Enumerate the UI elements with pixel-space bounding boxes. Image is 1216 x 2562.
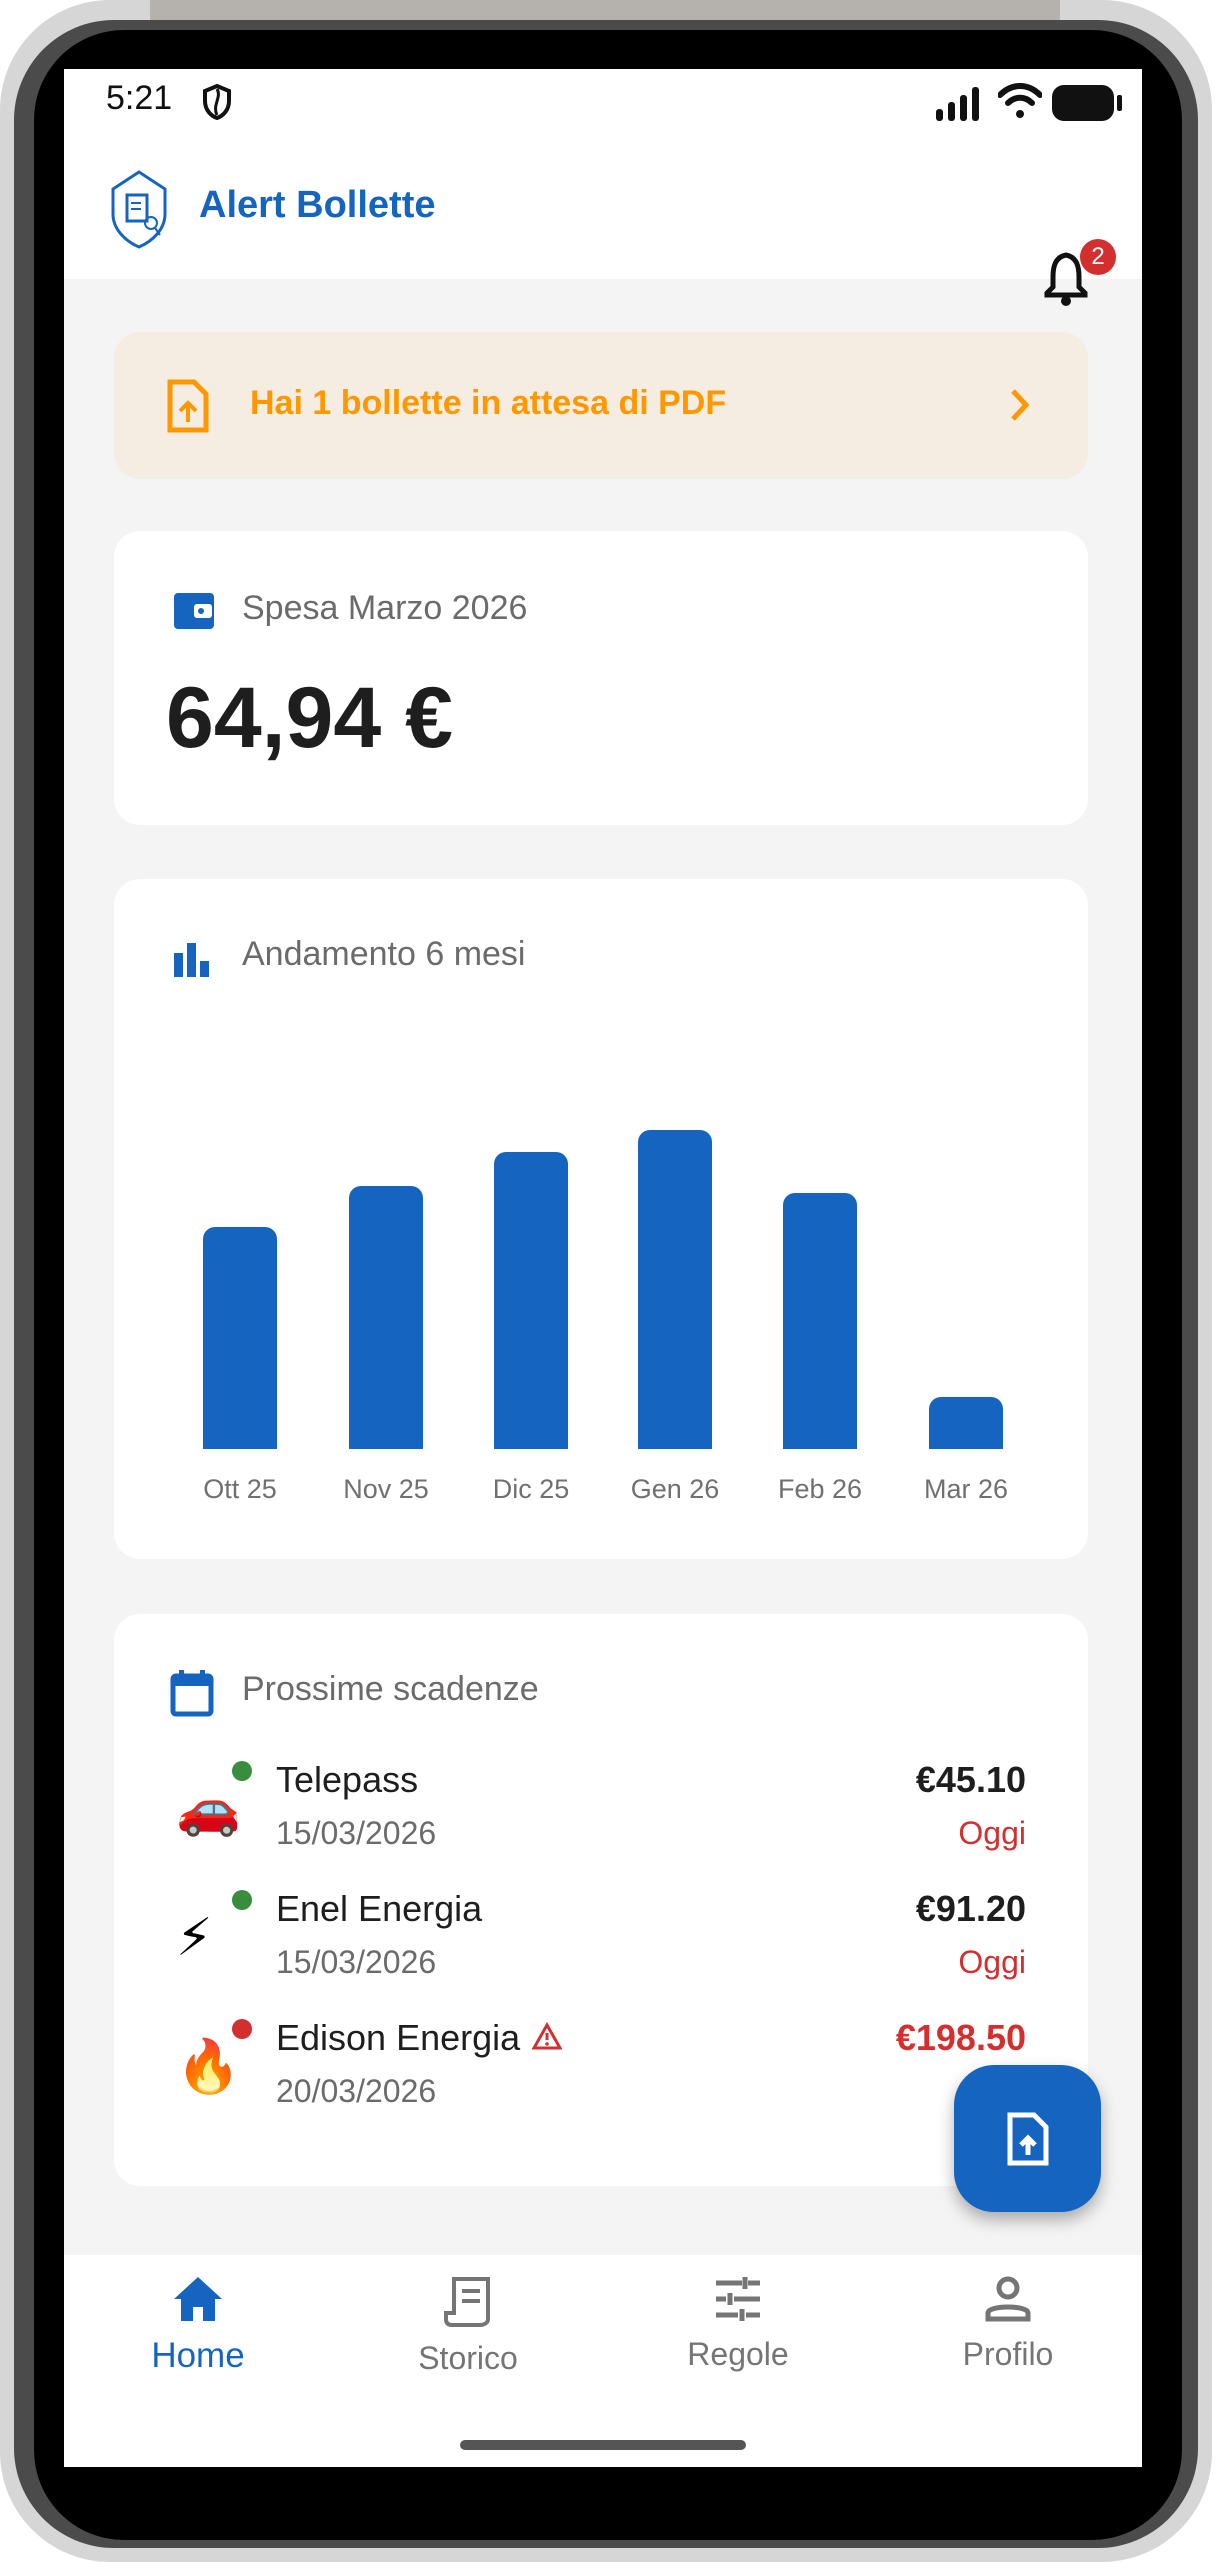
category-emoji-icon: 🔥 bbox=[176, 2038, 241, 2096]
vpn-shield-icon bbox=[203, 83, 231, 121]
chart-bar-mar-26 bbox=[929, 1396, 1003, 1449]
nav-regole-label: Regole bbox=[687, 2336, 789, 2372]
banner-text: Hai 1 bollette in attesa di PDF bbox=[250, 384, 727, 422]
chart-bar-feb-26 bbox=[783, 1193, 857, 1449]
receipt-icon bbox=[444, 2277, 490, 2327]
nav-home-label: Home bbox=[151, 2336, 245, 2375]
chart-bar-ott-25 bbox=[203, 1226, 277, 1449]
nav-profilo[interactable]: Profilo bbox=[908, 2275, 1108, 2373]
chart-x-label: Dic 25 bbox=[492, 1474, 570, 1504]
home-icon bbox=[174, 2277, 222, 2321]
deadlines-card: Prossime scadenze 🚗 Telepass 15/03/2026 … bbox=[114, 1614, 1088, 2186]
spending-title: Spesa Marzo 2026 bbox=[242, 589, 528, 627]
wallet-icon bbox=[174, 593, 214, 629]
notification-badge: 2 bbox=[1080, 239, 1116, 275]
deadline-amount: €198.50 bbox=[895, 2017, 1026, 2058]
chevron-right-icon bbox=[1011, 389, 1030, 421]
deadline-name: Enel Energia bbox=[276, 1888, 483, 1929]
pending-pdf-banner[interactable]: Hai 1 bollette in attesa di PDF bbox=[114, 332, 1088, 479]
deadline-date: 15/03/2026 bbox=[276, 1944, 437, 1980]
deadline-row[interactable]: 🔥 Edison Energia 20/03/2026 €198.50 5 gg bbox=[114, 2017, 1088, 2147]
chart-bar-dic-25 bbox=[494, 1151, 568, 1449]
chart-x-label: Ott 25 bbox=[203, 1474, 277, 1504]
calendar-icon bbox=[170, 1670, 214, 1717]
bottom-navigation: Home Storico Regole Profilo bbox=[64, 2255, 1142, 2467]
deadline-due: Oggi bbox=[958, 1815, 1026, 1851]
chart-bar-gen-26 bbox=[638, 1130, 712, 1449]
app-logo-icon bbox=[111, 170, 167, 249]
warning-icon bbox=[531, 2021, 563, 2050]
deadline-row[interactable]: 🚗 Telepass 15/03/2026 €45.10 Oggi bbox=[114, 1759, 1088, 1889]
deadline-amount: €45.10 bbox=[915, 1759, 1026, 1800]
wifi-icon bbox=[998, 83, 1042, 118]
nav-regole[interactable]: Regole bbox=[638, 2275, 838, 2373]
status-dot bbox=[232, 1761, 252, 1781]
battery-icon bbox=[1052, 85, 1122, 121]
signal-icon bbox=[936, 87, 979, 121]
nav-home[interactable]: Home bbox=[98, 2275, 298, 2376]
category-emoji-icon: 🚗 bbox=[176, 1780, 241, 1838]
deadline-date: 20/03/2026 bbox=[276, 2073, 437, 2109]
chart-bar-nov-25 bbox=[349, 1185, 423, 1449]
deadline-name: Telepass bbox=[276, 1759, 419, 1800]
deadlines-title: Prossime scadenze bbox=[242, 1670, 539, 1708]
status-bar: 5:21 bbox=[64, 69, 1142, 139]
deadline-row[interactable]: ⚡ Enel Energia 15/03/2026 €91.20 Oggi bbox=[114, 1888, 1088, 2018]
notification-bell-icon[interactable] bbox=[1041, 249, 1091, 309]
monthly-spending-card: Spesa Marzo 2026 64,94 € bbox=[114, 531, 1088, 825]
chart-x-label: Mar 26 bbox=[923, 1474, 1009, 1504]
upload-pdf-fab[interactable] bbox=[954, 2065, 1101, 2212]
trend-title: Andamento 6 mesi bbox=[242, 935, 526, 973]
app-header: Alert Bollette 2 bbox=[64, 139, 1142, 306]
status-time: 5:21 bbox=[106, 79, 173, 117]
deadline-due: Oggi bbox=[958, 1944, 1026, 1980]
deadline-date: 15/03/2026 bbox=[276, 1815, 437, 1851]
nav-profilo-label: Profilo bbox=[962, 2336, 1054, 2372]
wifi-icon bbox=[938, 83, 988, 123]
file-upload-icon bbox=[167, 379, 209, 433]
deadline-name: Edison Energia bbox=[276, 2017, 563, 2059]
status-dot bbox=[232, 1890, 252, 1910]
nav-storico-label: Storico bbox=[418, 2340, 518, 2376]
nav-storico[interactable]: Storico bbox=[368, 2275, 568, 2377]
person-icon bbox=[985, 2276, 1031, 2322]
chart-x-label: Gen 26 bbox=[630, 1474, 720, 1504]
spending-amount: 64,94 € bbox=[166, 670, 453, 766]
chart-x-label: Feb 26 bbox=[777, 1474, 863, 1504]
file-upload-icon bbox=[1007, 2112, 1048, 2165]
status-dot bbox=[232, 2019, 252, 2039]
deadline-amount: €91.20 bbox=[915, 1888, 1026, 1929]
tune-icon bbox=[716, 2277, 760, 2321]
chart-x-label: Nov 25 bbox=[343, 1474, 429, 1504]
trend-chart-card: Andamento 6 mesi Ott 25 Nov 25 Dic 25 Gen 2… bbox=[114, 879, 1088, 1559]
category-emoji-icon: ⚡ bbox=[176, 1909, 213, 1967]
home-indicator[interactable] bbox=[460, 2440, 746, 2450]
bar-chart-icon bbox=[174, 943, 209, 977]
wifi-signal-icon bbox=[944, 83, 945, 84]
app-title: Alert Bollette bbox=[199, 184, 436, 226]
screen: 5:21 bbox=[64, 69, 1142, 2467]
